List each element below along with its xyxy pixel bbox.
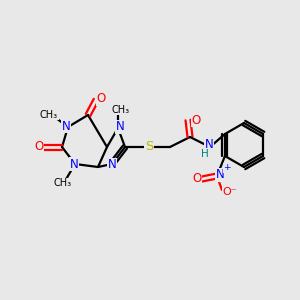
Text: O: O xyxy=(191,113,201,127)
Text: O⁻: O⁻ xyxy=(223,187,237,197)
Text: N: N xyxy=(205,137,213,151)
Text: H: H xyxy=(201,149,209,159)
Text: CH₃: CH₃ xyxy=(54,178,72,188)
Text: O: O xyxy=(34,140,43,154)
Text: O: O xyxy=(96,92,106,106)
Text: O: O xyxy=(192,172,202,185)
Text: N: N xyxy=(116,121,124,134)
Text: N: N xyxy=(216,169,224,182)
Text: N: N xyxy=(108,158,116,172)
Text: +: + xyxy=(223,164,231,172)
Text: N: N xyxy=(61,119,70,133)
Text: CH₃: CH₃ xyxy=(112,105,130,115)
Text: N: N xyxy=(70,158,78,170)
Text: S: S xyxy=(145,140,153,152)
Text: CH₃: CH₃ xyxy=(40,110,58,120)
